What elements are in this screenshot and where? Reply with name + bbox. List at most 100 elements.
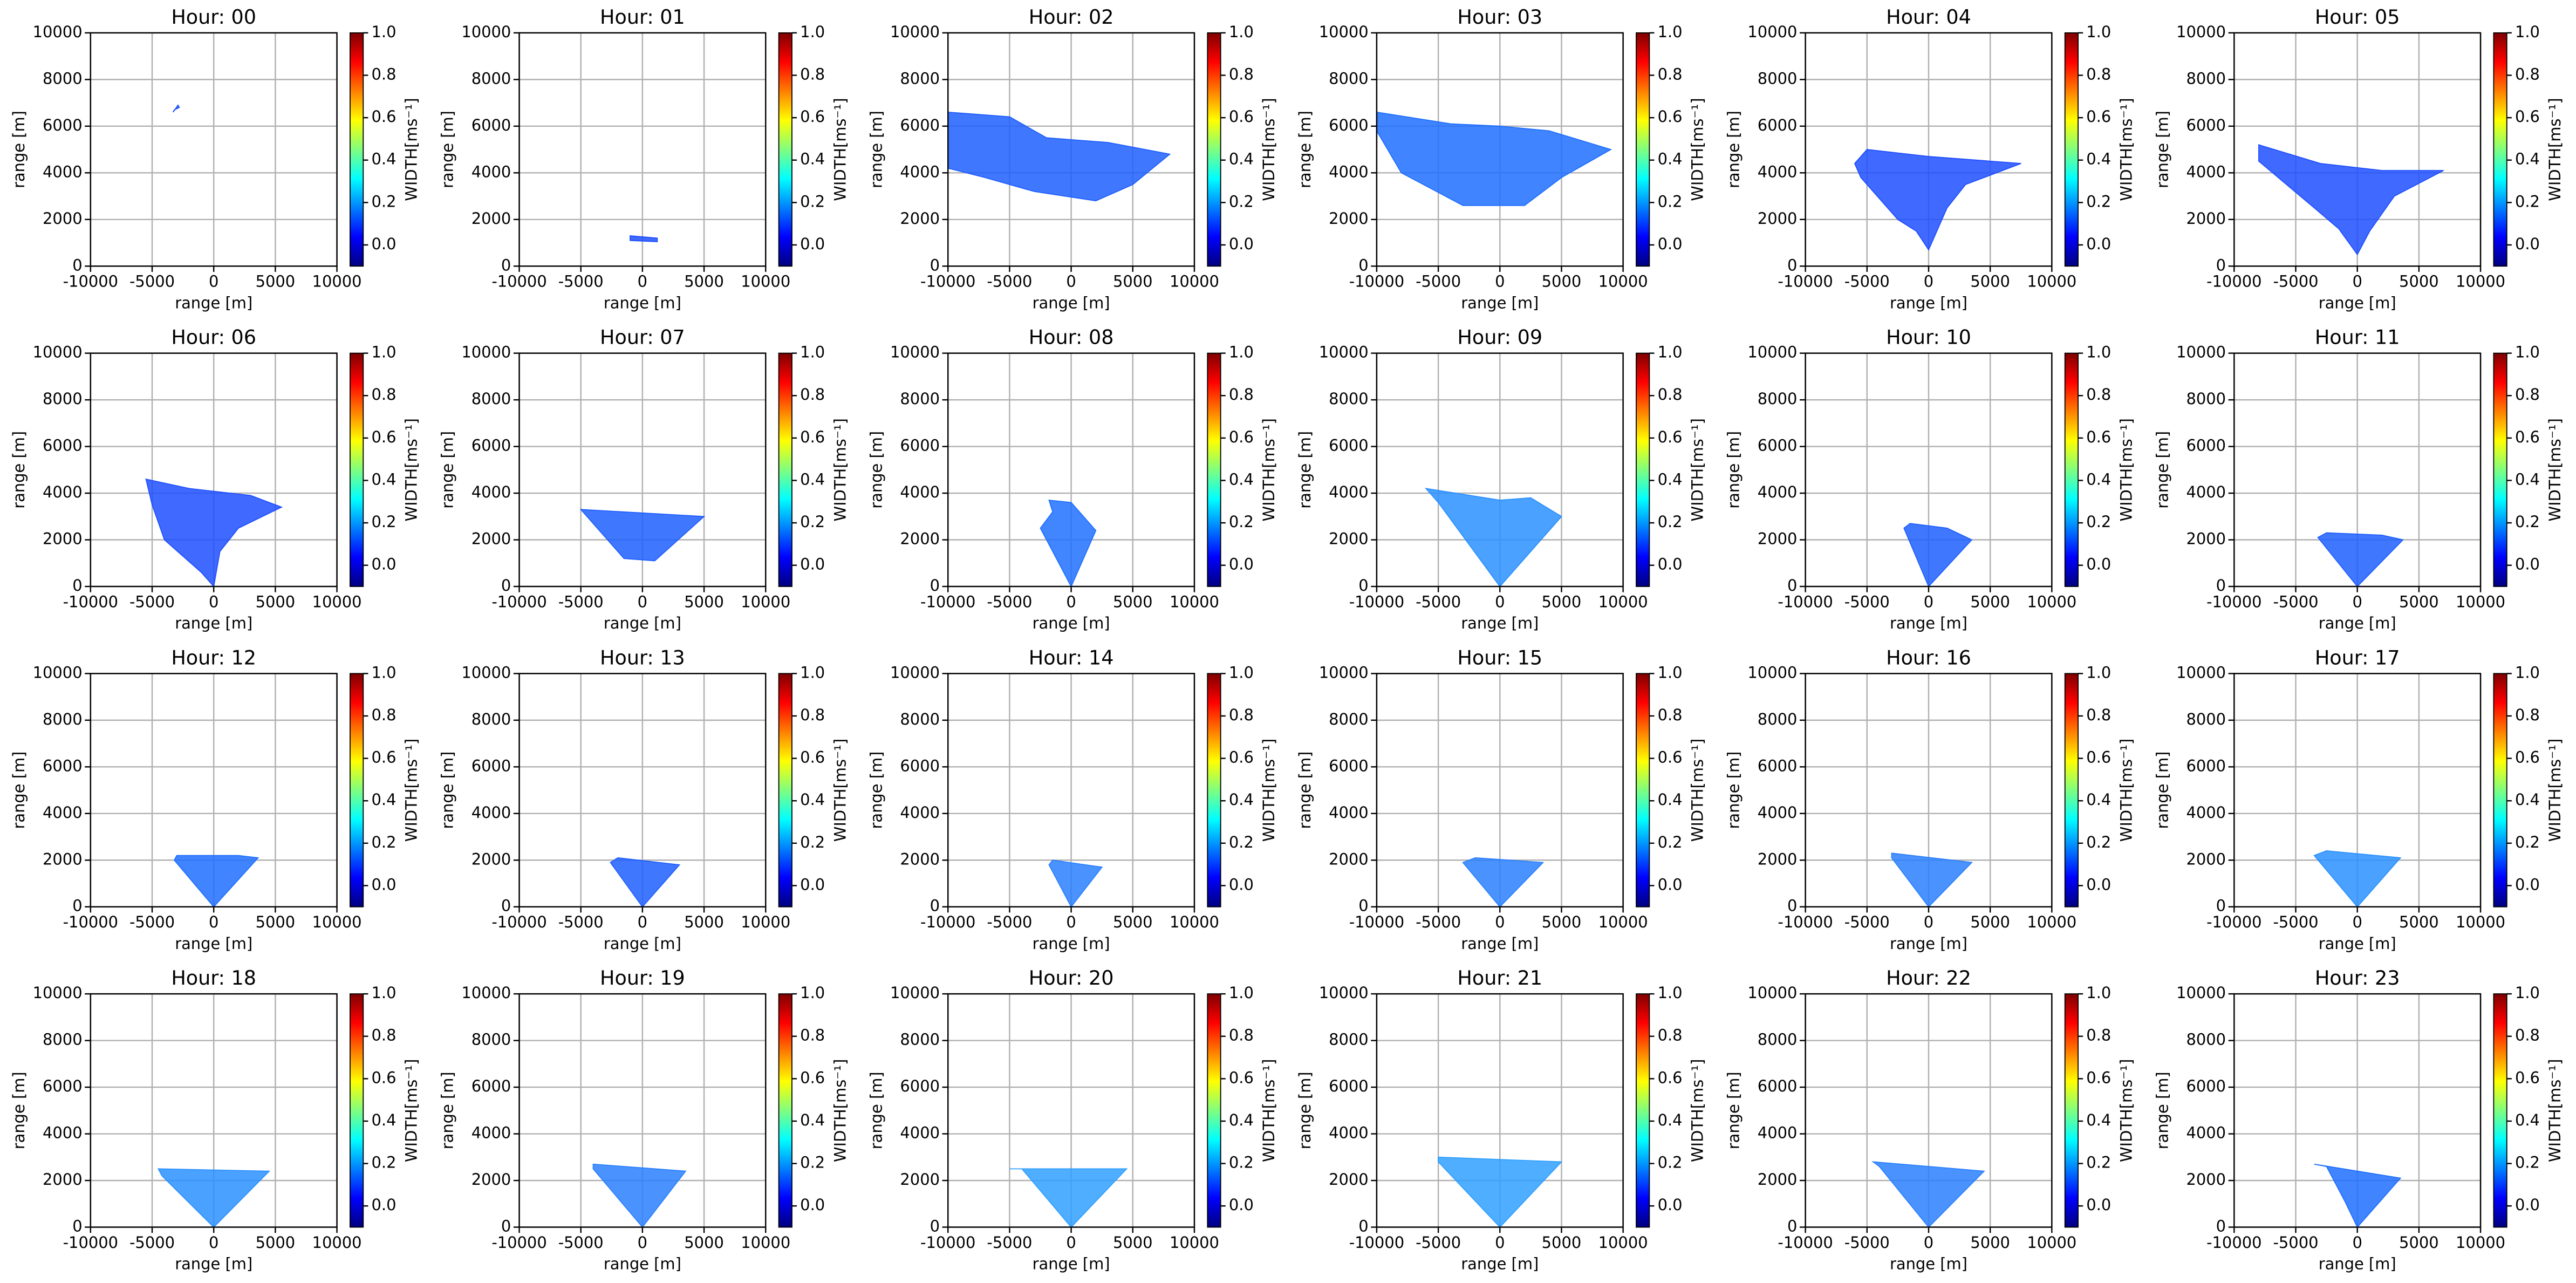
x-tick-label: 5000 <box>1970 272 2010 291</box>
y-tick-label: 4000 <box>43 803 83 822</box>
x-tick-label: 10000 <box>1170 272 1219 291</box>
colorbar-tick-label: 1.0 <box>1229 984 1254 1002</box>
colorbar-tick-label: 0.8 <box>1658 385 1683 404</box>
y-tick-label: 2000 <box>2186 209 2226 228</box>
colorbar <box>2493 32 2507 267</box>
subplot-title: Hour: 20 <box>1029 966 1114 989</box>
subplot: Hour: 15 -10000 -5000 0 5000 10000 0 2000 4000 60… <box>1296 646 1707 952</box>
colorbar-label: WIDTH[ms⁻¹] <box>831 418 849 521</box>
x-tick-label: -10000 <box>2206 913 2261 931</box>
y-tick-label: 10000 <box>890 23 940 41</box>
colorbar-tick-label: 0.0 <box>2515 555 2540 574</box>
colorbar-tick-label: 0.4 <box>1658 790 1683 809</box>
colorbar-label: WIDTH[ms⁻¹] <box>1260 739 1278 842</box>
subplot: Hour: 11 -10000 -5000 0 5000 10000 0 2000 4000 60… <box>2153 326 2564 632</box>
y-tick-label: 8000 <box>43 1031 83 1049</box>
colorbar-tick-label: 1.0 <box>1229 343 1254 361</box>
y-tick-label: 4000 <box>2186 162 2226 181</box>
y-axis-label: range [m] <box>867 752 885 829</box>
y-tick-label: 2000 <box>472 850 511 868</box>
x-tick-label: 0 <box>1495 272 1505 291</box>
colorbar-tick-label: 0.8 <box>1658 65 1683 84</box>
y-tick-label: 0 <box>72 576 82 595</box>
y-tick-label: 0 <box>1358 576 1368 595</box>
x-tick-label: -5000 <box>129 1233 175 1252</box>
x-tick-label: 0 <box>1066 592 1076 611</box>
axes-frame <box>90 32 338 267</box>
y-tick-label: 0 <box>930 256 940 274</box>
x-tick-label: -5000 <box>129 272 175 291</box>
x-tick-label: -10000 <box>1778 913 1833 931</box>
y-tick-label: 4000 <box>43 483 83 501</box>
y-tick-label: 4000 <box>43 162 83 181</box>
x-axis-label: range [m] <box>604 1255 681 1273</box>
axes-frame <box>518 352 767 588</box>
y-axis-label: range [m] <box>867 111 885 188</box>
colorbar-tick-label: 0.8 <box>2086 385 2111 404</box>
colorbar-label: WIDTH[ms⁻¹] <box>1689 98 1707 201</box>
colorbar-tick-label: 1.0 <box>371 663 396 681</box>
subplot-title: Hour: 01 <box>600 5 685 29</box>
colorbar-tick-label: 0.2 <box>800 192 825 210</box>
y-axis-label: range [m] <box>1725 752 1743 829</box>
colorbar-tick-label: 0.6 <box>2515 107 2540 126</box>
colorbar <box>1636 673 1650 907</box>
colorbar-tick-label: 0.4 <box>2086 150 2111 168</box>
y-tick-label: 10000 <box>33 23 83 41</box>
colorbar-tick-label: 0.8 <box>2086 706 2111 724</box>
axes-frame <box>90 673 338 907</box>
colorbar-tick-label: 0.4 <box>371 470 396 488</box>
x-axis-label: range [m] <box>2319 294 2396 312</box>
colorbar-tick-label: 0.6 <box>1658 1068 1683 1087</box>
echo-region <box>1376 111 1612 206</box>
y-tick-label: 2000 <box>43 209 83 228</box>
colorbar-tick-label: 0.8 <box>1229 65 1254 84</box>
x-tick-label: -10000 <box>1778 1233 1833 1252</box>
y-tick-label: 2000 <box>1758 1170 1798 1189</box>
y-axis-label: range [m] <box>1296 111 1314 188</box>
y-tick-label: 0 <box>72 1217 82 1235</box>
colorbar-label: WIDTH[ms⁻¹] <box>1689 418 1707 521</box>
x-tick-label: 5000 <box>256 1233 296 1252</box>
y-tick-label: 0 <box>501 1217 511 1235</box>
axes-frame <box>1805 32 2053 267</box>
x-tick-label: -10000 <box>2206 1233 2261 1252</box>
x-tick-label: 10000 <box>1598 272 1648 291</box>
x-tick-label: 0 <box>2352 592 2362 611</box>
y-tick-label: 4000 <box>900 1124 940 1142</box>
y-tick-label: 8000 <box>2186 710 2226 728</box>
axes-frame <box>1805 352 2053 588</box>
axes-frame <box>1376 352 1624 588</box>
colorbar-tick-label: 0.2 <box>2515 513 2540 531</box>
colorbar-tick-label: 0.2 <box>371 513 396 531</box>
x-tick-label: 10000 <box>2456 592 2505 611</box>
colorbar-tick-label: 0.0 <box>1658 1196 1683 1214</box>
echo-region <box>2258 144 2444 256</box>
y-tick-label: 8000 <box>1758 1031 1798 1049</box>
y-tick-label: 6000 <box>43 116 83 134</box>
colorbar-tick-label: 0.0 <box>2086 235 2111 253</box>
subplot: Hour: 17 -10000 -5000 0 5000 10000 0 2000 4000 60… <box>2153 646 2564 952</box>
x-tick-label: 5000 <box>256 592 296 611</box>
axes-frame <box>90 352 338 588</box>
colorbar-tick-label: 0.8 <box>371 385 396 404</box>
y-axis-label: range [m] <box>439 111 457 188</box>
colorbar-tick-label: 0.2 <box>2086 833 2111 851</box>
subplot-title: Hour: 09 <box>1457 326 1542 349</box>
y-tick-label: 4000 <box>43 1124 83 1142</box>
colorbar-tick-label: 0.8 <box>2086 65 2111 84</box>
y-axis-label: range [m] <box>10 752 28 829</box>
x-tick-label: 5000 <box>1113 1233 1153 1252</box>
colorbar-label: WIDTH[ms⁻¹] <box>831 739 849 842</box>
colorbar-tick-label: 0.2 <box>371 1154 396 1172</box>
axes-frame <box>90 993 338 1228</box>
x-tick-label: 0 <box>1495 1233 1505 1252</box>
y-tick-label: 2000 <box>1329 1170 1369 1189</box>
y-axis-label: range [m] <box>2153 1072 2171 1149</box>
x-tick-label: 0 <box>209 272 218 291</box>
colorbar-tick-label: 0.0 <box>2086 1196 2111 1214</box>
colorbar-tick-label: 1.0 <box>1229 663 1254 681</box>
colorbar-tick-label: 0.0 <box>2086 555 2111 574</box>
subplot-title: Hour: 08 <box>1029 326 1114 349</box>
colorbar-tick-label: 0.2 <box>800 513 825 531</box>
